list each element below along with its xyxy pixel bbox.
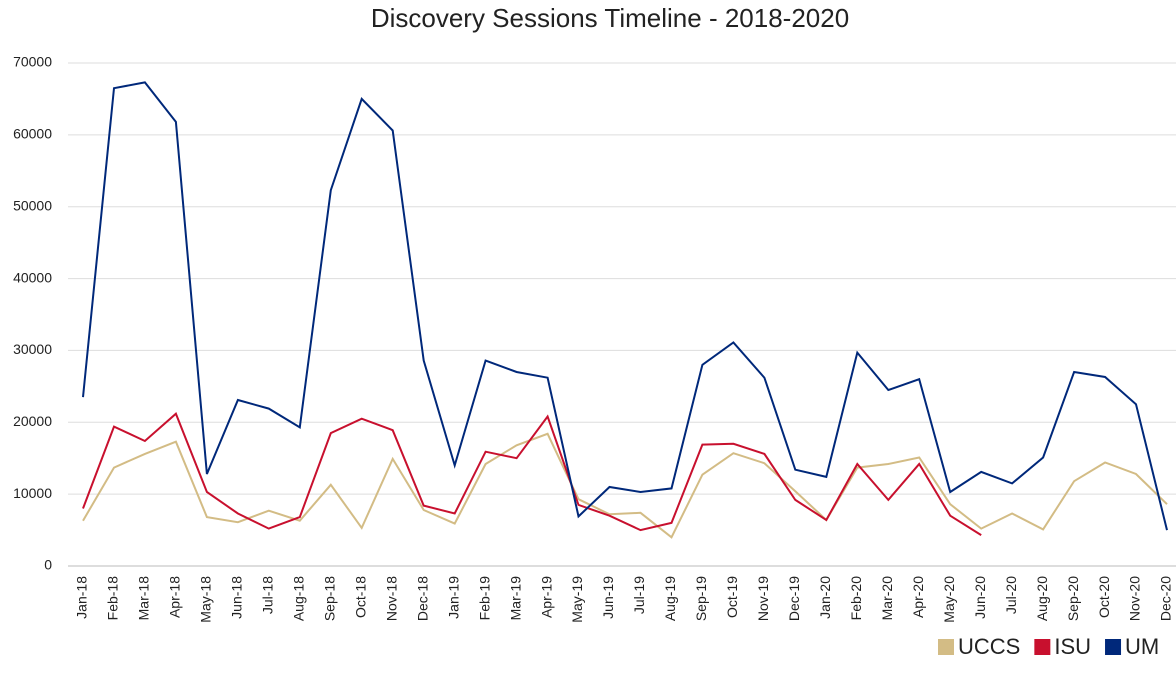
x-tick-label: Apr-19	[538, 576, 554, 618]
x-tick-label: Sep-18	[321, 576, 337, 621]
x-tick-label: Dec-20	[1158, 576, 1174, 621]
x-tick-label: Oct-20	[1096, 576, 1112, 618]
x-tick-label: Nov-20	[1127, 576, 1143, 621]
y-tick-label: 10000	[13, 485, 52, 501]
x-tick-label: Feb-18	[105, 576, 121, 621]
x-tick-label: Apr-18	[167, 576, 183, 618]
x-tick-label: May-20	[941, 576, 957, 623]
x-tick-label: Jul-20	[1003, 576, 1019, 614]
x-tick-label: Oct-18	[352, 576, 368, 618]
y-tick-label: 50000	[13, 197, 52, 213]
legend-swatch	[1105, 639, 1122, 655]
y-tick-label: 20000	[13, 413, 52, 429]
series-line	[82, 412, 982, 536]
x-tick-label: Feb-19	[476, 576, 492, 621]
y-tick-label: 60000	[13, 126, 52, 142]
y-tick-label: 0	[44, 557, 52, 573]
x-tick-label: Nov-18	[383, 576, 399, 621]
x-tick-label: Jan-18	[74, 576, 90, 619]
x-tick-label: Oct-19	[724, 576, 740, 618]
x-tick-label: Mar-20	[879, 576, 895, 621]
x-tick-label: Aug-18	[291, 576, 307, 621]
x-tick-label: May-18	[198, 576, 214, 623]
x-tick-label: Jul-19	[631, 576, 647, 614]
x-tick-label: Sep-20	[1065, 576, 1081, 621]
legend-swatch	[1034, 639, 1051, 655]
y-tick-label: 40000	[13, 269, 52, 285]
legend-label: ISU	[1054, 634, 1091, 659]
x-tick-label: Sep-19	[693, 576, 709, 621]
x-tick-label: Jun-20	[972, 576, 988, 619]
x-tick-label: Feb-20	[848, 576, 864, 621]
x-tick-label: Dec-19	[786, 576, 802, 621]
x-tick-label: Nov-19	[755, 576, 771, 621]
legend-label: UCCS	[958, 634, 1020, 659]
y-tick-label: 30000	[13, 341, 52, 357]
series-line	[82, 432, 1168, 539]
legend-swatch	[938, 639, 954, 655]
x-tick-label: May-19	[569, 576, 585, 623]
x-tick-label: Jan-19	[445, 576, 461, 619]
y-tick-label: 70000	[13, 54, 52, 70]
x-tick-label: Mar-18	[136, 576, 152, 621]
x-tick-label: Jan-20	[817, 576, 833, 619]
x-tick-label: Aug-19	[662, 576, 678, 621]
series-line	[82, 81, 1168, 531]
legend-label: UM	[1125, 634, 1159, 659]
x-tick-label: Jul-18	[260, 576, 276, 614]
x-tick-label: Apr-20	[910, 576, 926, 618]
x-tick-label: Mar-19	[507, 576, 523, 621]
chart-title: Discovery Sessions Timeline - 2018-2020	[371, 3, 849, 33]
x-tick-label: Jun-19	[600, 576, 616, 619]
x-tick-label: Aug-20	[1034, 576, 1050, 621]
x-tick-label: Jun-18	[229, 576, 245, 619]
x-tick-label: Dec-18	[414, 576, 430, 621]
